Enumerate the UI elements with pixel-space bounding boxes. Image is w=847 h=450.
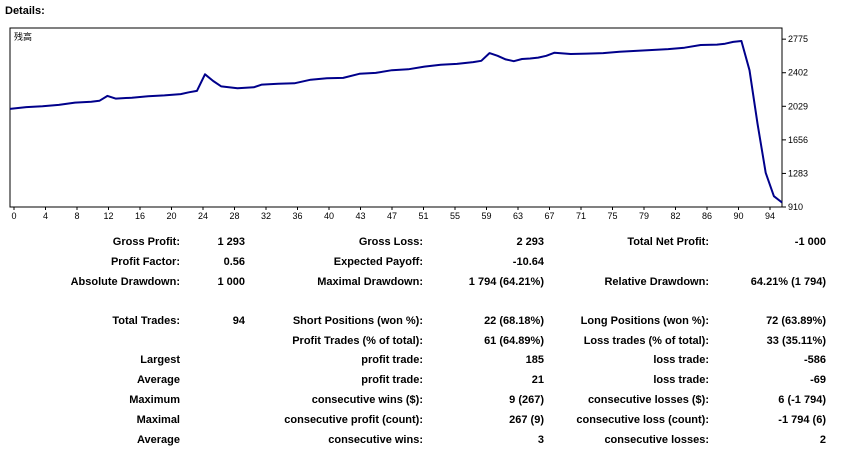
stat-label: Short Positions (won %): bbox=[292, 315, 423, 327]
y-tick-label: 1283 bbox=[788, 168, 808, 178]
plot-frame bbox=[9, 27, 783, 208]
stat-label: Absolute Drawdown: bbox=[70, 276, 180, 288]
x-tick-label: 40 bbox=[324, 211, 334, 221]
x-tick-label: 0 bbox=[11, 211, 16, 221]
stat-label: Total Trades: bbox=[112, 315, 180, 327]
x-tick-label: 12 bbox=[103, 211, 113, 221]
stat-value: 22 (68.18%) bbox=[484, 315, 544, 327]
stat-label: Profit Trades (% of total): bbox=[292, 335, 423, 347]
stat-label: consecutive profit (count): bbox=[284, 414, 423, 426]
stat-label: consecutive loss (count): bbox=[576, 414, 709, 426]
stat-label: consecutive losses ($): bbox=[587, 394, 709, 406]
stat-label: consecutive wins ($): bbox=[311, 394, 423, 406]
details-heading: Details: bbox=[5, 5, 45, 17]
y-tick-label: 910 bbox=[788, 202, 803, 212]
stat-label: Expected Payoff: bbox=[333, 256, 423, 268]
balance-chart: 残高 2775 2402 2029 1656 1283 910 0 4 8 12 16 20 24 28 32… bbox=[9, 27, 808, 221]
stat-value: 64.21% (1 794) bbox=[750, 276, 826, 288]
stat-value: 1 000 bbox=[217, 276, 245, 288]
x-tick-label: 79 bbox=[639, 211, 649, 221]
stat-value: 21 bbox=[531, 374, 544, 386]
stat-value: -69 bbox=[810, 374, 826, 386]
y-tick-label: 2775 bbox=[788, 34, 808, 44]
stat-label: loss trade: bbox=[653, 354, 709, 366]
x-tick-label: 8 bbox=[74, 211, 79, 221]
balance-chart-svg: 残高 2775 2402 2029 1656 1283 910 0 4 8 12 16 20 24 28 32… bbox=[9, 27, 808, 221]
x-tick-label: 47 bbox=[387, 211, 397, 221]
stat-label: consecutive losses: bbox=[604, 434, 709, 446]
x-tick-label: 55 bbox=[450, 211, 460, 221]
x-tick-label: 28 bbox=[229, 211, 239, 221]
x-tick-label: 90 bbox=[733, 211, 743, 221]
x-tick-label: 82 bbox=[670, 211, 680, 221]
x-tick-label: 94 bbox=[765, 211, 775, 221]
stat-value: 33 (35.11%) bbox=[766, 335, 826, 347]
stat-value: 1 293 bbox=[217, 236, 245, 248]
x-tick-label: 36 bbox=[292, 211, 302, 221]
x-tick-label: 71 bbox=[576, 211, 586, 221]
stat-label: Maximum bbox=[129, 394, 180, 406]
stat-label: Relative Drawdown: bbox=[604, 276, 709, 288]
stat-value: -1 794 (6) bbox=[778, 414, 826, 426]
stat-value: 267 (9) bbox=[509, 414, 544, 426]
stat-label: Largest bbox=[140, 354, 180, 366]
y-tick-label: 1656 bbox=[788, 135, 808, 145]
x-tick-label: 67 bbox=[544, 211, 554, 221]
stat-label: Total Net Profit: bbox=[627, 236, 709, 248]
stat-value: 185 bbox=[525, 354, 544, 366]
stat-value: 3 bbox=[537, 434, 544, 446]
y-tick-label: 2029 bbox=[788, 101, 808, 111]
x-tick-label: 4 bbox=[43, 211, 48, 221]
x-tick-label: 75 bbox=[607, 211, 617, 221]
stat-value: -10.64 bbox=[512, 256, 544, 268]
x-tick-label: 43 bbox=[355, 211, 365, 221]
stat-label: Average bbox=[136, 434, 180, 446]
stat-label: consecutive wins: bbox=[328, 434, 423, 446]
stat-label: Gross Loss: bbox=[358, 236, 423, 248]
x-tick-label: 59 bbox=[481, 211, 491, 221]
stat-value: 1 794 (64.21%) bbox=[468, 276, 544, 288]
x-tick-label: 86 bbox=[702, 211, 712, 221]
stat-label: profit trade: bbox=[361, 374, 423, 386]
y-tick-label: 2402 bbox=[788, 68, 808, 78]
stat-label: profit trade: bbox=[361, 354, 423, 366]
x-tick-label: 20 bbox=[166, 211, 176, 221]
stat-label: Gross Profit: bbox=[112, 236, 180, 248]
stat-value: -1 000 bbox=[794, 236, 826, 248]
stat-label: Maximal bbox=[136, 414, 180, 426]
stat-value: 9 (267) bbox=[509, 394, 544, 406]
stat-value: 61 (64.89%) bbox=[484, 335, 544, 347]
stat-label: Average bbox=[136, 374, 180, 386]
stat-label: Maximal Drawdown: bbox=[317, 276, 423, 288]
balance-line bbox=[9, 40, 783, 204]
stat-value: 6 (-1 794) bbox=[778, 394, 826, 406]
stat-value: 0.56 bbox=[223, 256, 245, 268]
stat-value: 72 (63.89%) bbox=[766, 315, 826, 327]
stat-value: 2 293 bbox=[516, 236, 544, 248]
x-tick-label: 24 bbox=[198, 211, 208, 221]
stat-value: -586 bbox=[803, 354, 826, 366]
stat-label: Long Positions (won %): bbox=[580, 315, 709, 327]
x-tick-label: 16 bbox=[135, 211, 145, 221]
stat-value: 94 bbox=[232, 315, 245, 327]
stat-value: 2 bbox=[819, 434, 826, 446]
x-tick-label: 51 bbox=[418, 211, 428, 221]
x-tick-label: 32 bbox=[261, 211, 271, 221]
stat-label: Profit Factor: bbox=[110, 256, 180, 268]
stat-label: loss trade: bbox=[653, 374, 709, 386]
legend-label: 残高 bbox=[14, 31, 32, 43]
x-tick-label: 63 bbox=[513, 211, 523, 221]
stat-label: Loss trades (% of total): bbox=[583, 335, 709, 347]
